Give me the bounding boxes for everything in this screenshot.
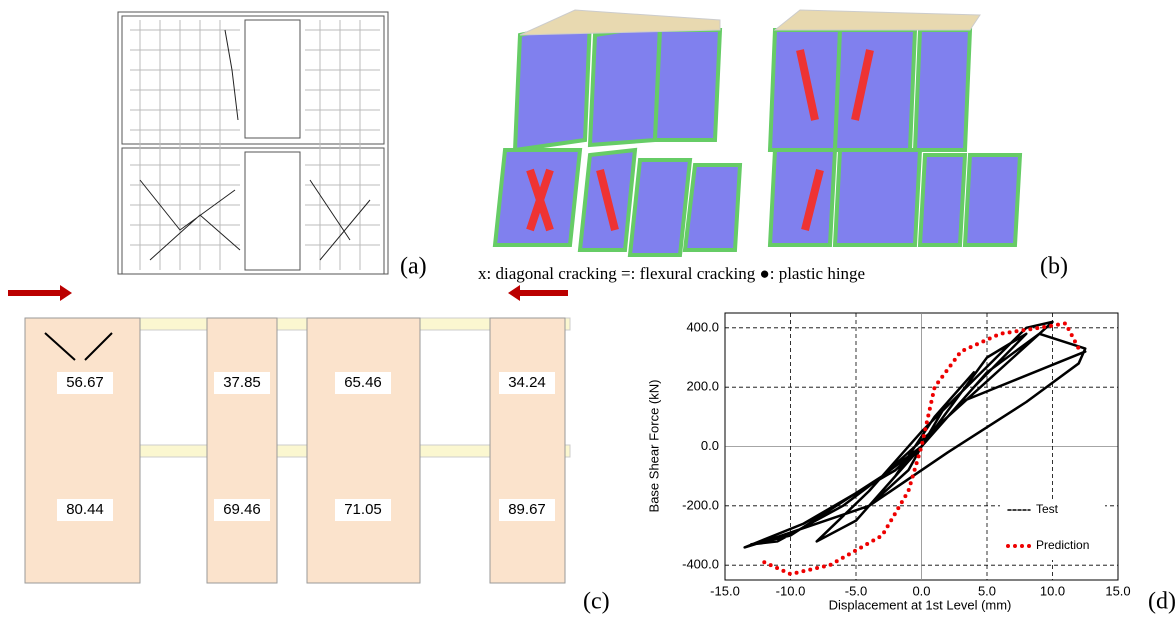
value-box	[214, 372, 270, 394]
value-box	[335, 372, 391, 394]
wall-value: 65.46	[344, 374, 382, 391]
panel-label: (d)	[1148, 589, 1175, 615]
legend-label: Prediction	[1036, 538, 1089, 552]
x-tick-label: 10.0	[1040, 583, 1065, 598]
wall-value: 56.67	[66, 374, 104, 391]
x-tick-label: 0.0	[912, 583, 930, 598]
crack-sketch	[117, 11, 389, 275]
value-box	[335, 499, 391, 521]
value-box	[214, 499, 270, 521]
series-line	[762, 321, 1081, 577]
wall-value: 71.05	[344, 501, 382, 518]
value-box	[499, 499, 555, 521]
y-tick-label: 400.0	[686, 319, 719, 334]
x-tick-label: 15.0	[1105, 583, 1130, 598]
wall-value: 34.24	[508, 374, 546, 391]
x-tick-label: -10.0	[776, 583, 806, 598]
x-tick-label: -5.0	[845, 583, 867, 598]
x-tick-label: 5.0	[978, 583, 996, 598]
wall-value: 69.46	[223, 501, 261, 518]
x-axis-label: Displacement at 1st Level (mm)	[829, 597, 1012, 612]
frame	[8, 285, 571, 584]
panel-label: (a)	[400, 254, 427, 280]
series-line	[743, 320, 1087, 549]
panel-label: (b)	[1040, 254, 1068, 280]
wall-value: 80.44	[66, 501, 104, 518]
wall-value: 37.85	[223, 374, 261, 391]
y-tick-label: -400.0	[682, 557, 719, 572]
y-axis-label: Base Shear Force (kN)	[646, 380, 661, 513]
panel-label: (c)	[583, 589, 610, 615]
legend-label: Test	[1036, 502, 1059, 516]
y-tick-label: 0.0	[701, 438, 719, 453]
value-box	[57, 499, 113, 521]
model-3d	[492, 9, 1023, 257]
y-tick-label: 200.0	[686, 379, 719, 394]
x-tick-label: -15.0	[710, 583, 740, 598]
legend-text: x: diagonal cracking =: flexural crackin…	[478, 264, 865, 283]
wall-value: 89.67	[508, 501, 546, 518]
value-box	[57, 372, 113, 394]
y-tick-label: -200.0	[682, 497, 719, 512]
value-box	[499, 372, 555, 394]
